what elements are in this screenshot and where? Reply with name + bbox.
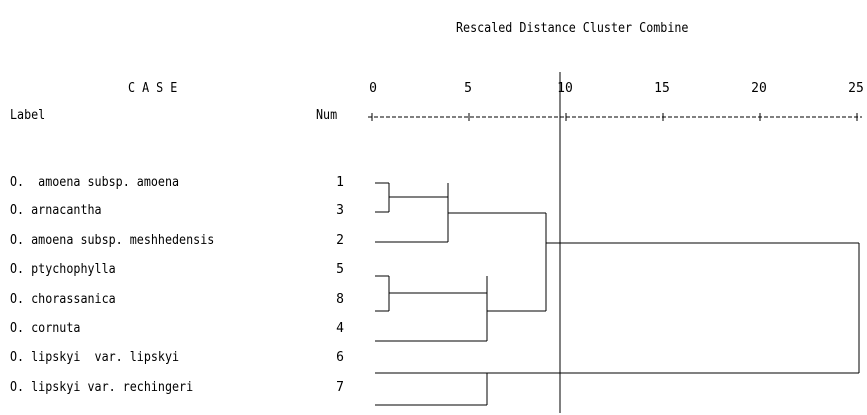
case-label: O. lipskyi var. rechingeri (10, 380, 194, 395)
case-num: 6 (336, 350, 344, 365)
case-num: 4 (336, 321, 344, 336)
case-label: O. amoena subsp. amoena (10, 175, 180, 190)
case-num: 2 (336, 233, 344, 248)
case-label: O. ptychophylla (10, 262, 116, 277)
case-label: O. arnacantha (10, 203, 102, 218)
axis-tick-label: 0 (369, 81, 377, 96)
axis-tick-label: 25 (848, 81, 864, 96)
merge-5-8 (375, 275, 487, 312)
case-label: O. chorassanica (10, 292, 116, 307)
merge-6-7 (375, 372, 859, 406)
case-heading: C A S E (128, 81, 178, 96)
chart-title: Rescaled Distance Cluster Combine (456, 21, 689, 36)
case-num: 8 (336, 292, 344, 307)
axis-tick-label: 20 (751, 81, 767, 96)
num-heading: Num (316, 108, 338, 123)
merge-13-2 (375, 183, 546, 243)
case-label: O. amoena subsp. meshhedensis (10, 233, 215, 248)
merge-58-4 (375, 276, 546, 342)
axis-tick-label: 5 (464, 81, 472, 96)
case-label: O. cornuta (10, 321, 81, 336)
case-label: O. lipskyi var. lipskyi (10, 350, 180, 365)
label-heading: Label (10, 108, 46, 123)
case-num: 7 (336, 380, 344, 395)
merge-1-3 (375, 182, 448, 213)
merge-132-584 (545, 213, 859, 311)
axis-tick-label: 10 (557, 81, 573, 96)
axis-tick-marks (371, 113, 858, 121)
axis-tick-label: 15 (654, 81, 670, 96)
case-num: 3 (336, 203, 344, 218)
case-num: 1 (336, 175, 344, 190)
case-num: 5 (336, 262, 344, 277)
